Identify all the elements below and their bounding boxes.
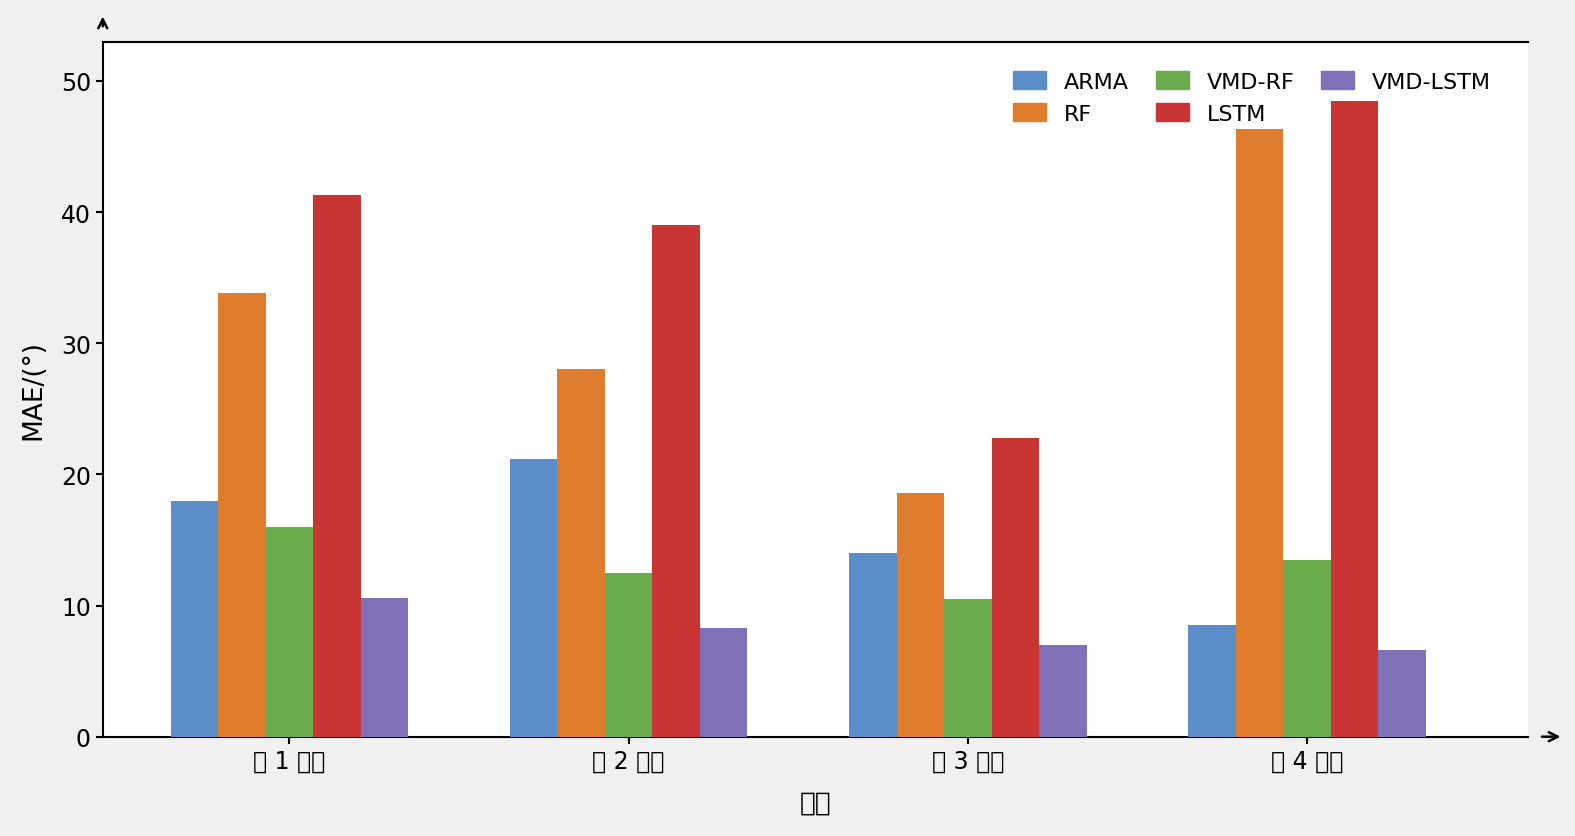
Bar bbox=[652, 226, 699, 737]
Bar bbox=[896, 493, 943, 737]
Bar bbox=[1284, 560, 1331, 737]
Bar bbox=[1236, 130, 1284, 737]
Bar bbox=[217, 294, 266, 737]
Bar bbox=[605, 573, 652, 737]
Bar bbox=[699, 628, 748, 737]
Y-axis label: MAE/(°): MAE/(°) bbox=[20, 339, 47, 440]
Bar bbox=[1189, 625, 1236, 737]
Bar bbox=[313, 196, 361, 737]
Bar bbox=[558, 370, 605, 737]
Bar bbox=[943, 599, 992, 737]
Bar bbox=[1331, 101, 1378, 737]
Bar bbox=[992, 438, 1040, 737]
Bar bbox=[1378, 650, 1425, 737]
Bar bbox=[170, 501, 217, 737]
Bar bbox=[510, 459, 558, 737]
Bar bbox=[266, 528, 313, 737]
Legend: ARMA, RF, VMD-RF, LSTM, VMD-LSTM: ARMA, RF, VMD-RF, LSTM, VMD-LSTM bbox=[1002, 60, 1503, 135]
Bar bbox=[849, 553, 896, 737]
Bar bbox=[361, 598, 408, 737]
X-axis label: 季度: 季度 bbox=[800, 789, 832, 815]
Bar bbox=[1040, 645, 1087, 737]
